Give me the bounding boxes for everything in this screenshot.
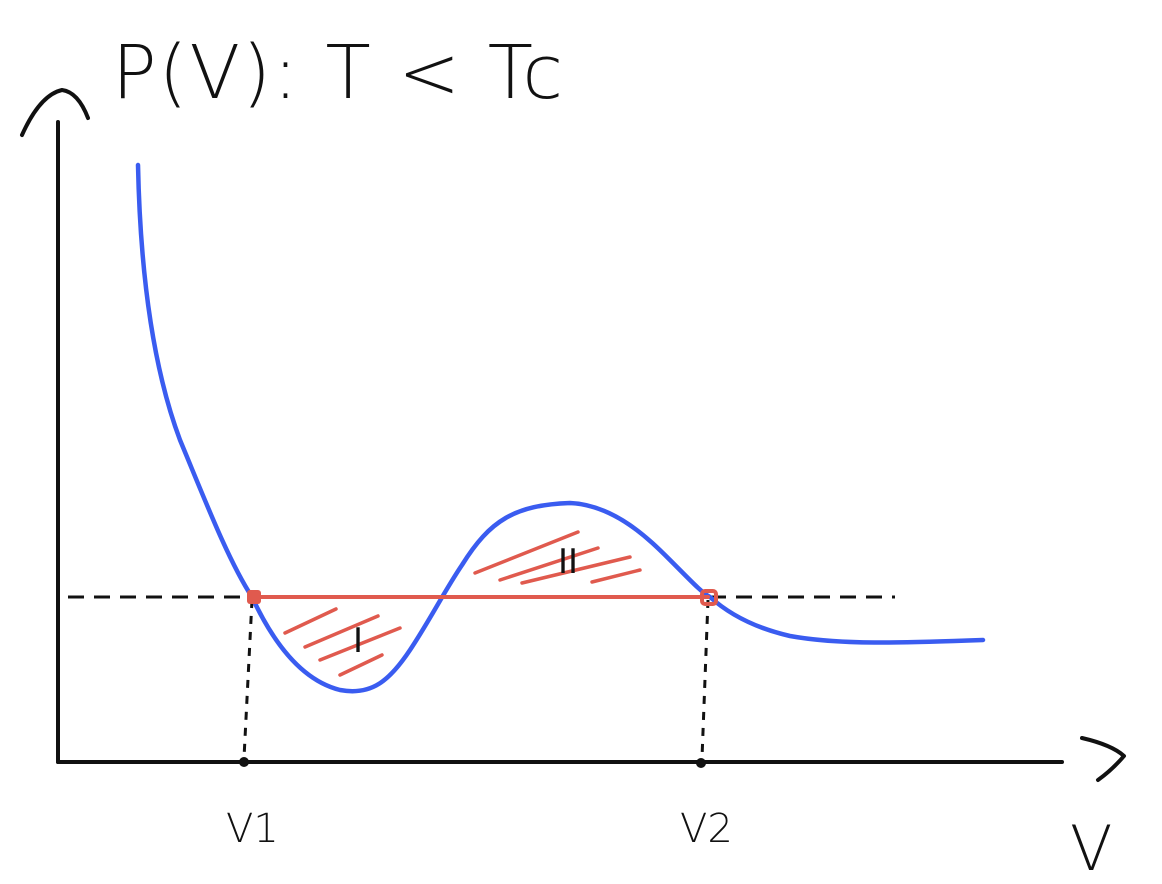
v1-drop-line — [242, 599, 254, 759]
region-two-hatching — [473, 530, 642, 585]
y-axis — [20, 88, 90, 764]
v2-drop-line — [700, 599, 710, 759]
region-one-label: I — [353, 621, 363, 661]
v1-coexistence-point — [247, 590, 261, 604]
v2-tick-dot — [696, 758, 706, 768]
region-one-hatching — [283, 607, 402, 677]
x-axis — [56, 736, 1126, 782]
isotherm-curve — [135, 162, 986, 694]
v1-tick-dot — [239, 757, 249, 767]
v2-tick-label: V2 — [680, 806, 733, 852]
v1-tick-label: V1 — [226, 806, 279, 852]
v2-coexistence-point — [700, 589, 718, 606]
diagram-title: P(V): T < Tc — [112, 30, 565, 116]
region-two-label: II — [558, 542, 578, 582]
x-axis-label: V — [1070, 812, 1112, 884]
